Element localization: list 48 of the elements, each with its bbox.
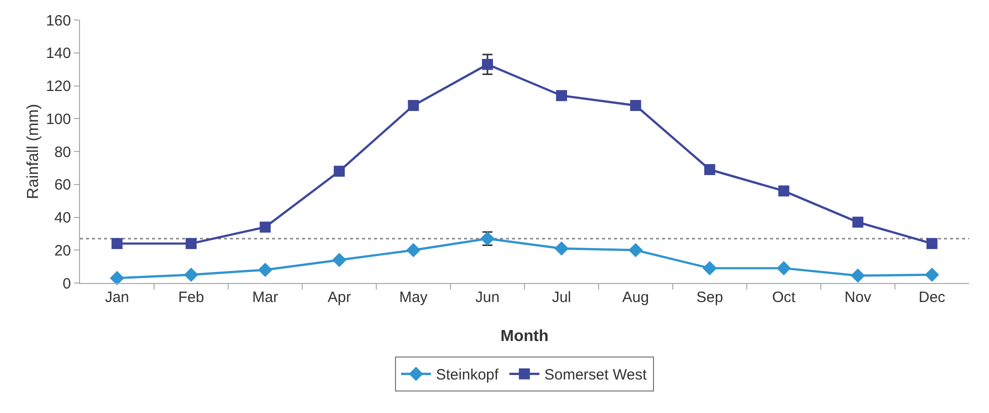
y-tick-label: 160 xyxy=(46,12,71,30)
point xyxy=(482,58,493,70)
point xyxy=(924,268,940,282)
point xyxy=(556,90,568,102)
point xyxy=(332,252,346,268)
point xyxy=(702,261,717,276)
point xyxy=(630,100,642,111)
point xyxy=(704,164,716,176)
x-tick-label: Feb xyxy=(178,289,204,306)
point xyxy=(258,262,272,277)
x-tick-label: Nov xyxy=(844,289,872,306)
y-tick-label: 100 xyxy=(46,110,71,128)
y-tick-label: 20 xyxy=(54,242,71,260)
point xyxy=(926,238,938,250)
point xyxy=(334,166,345,177)
y-axis-title: Rainfall (mm) xyxy=(25,104,42,200)
x-tick-label: Jan xyxy=(104,289,130,306)
x-tick-label: May xyxy=(399,289,428,306)
y-tick-label: 120 xyxy=(46,78,71,95)
x-axis-title: Month xyxy=(500,328,548,345)
y-tick-label: 80 xyxy=(54,144,71,161)
point xyxy=(778,185,790,196)
point xyxy=(852,216,864,228)
point xyxy=(554,241,569,256)
point xyxy=(408,100,419,111)
y-tick-label: 0 xyxy=(62,275,71,292)
point xyxy=(186,238,197,250)
x-tick-label: Jul xyxy=(552,289,572,306)
x-tick-label: Mar xyxy=(252,289,278,306)
point xyxy=(776,261,791,276)
y-tick-label: 40 xyxy=(54,210,71,226)
point xyxy=(850,268,866,283)
x-tick-label: Jun xyxy=(475,289,500,306)
x-tick-label: Sep xyxy=(696,289,724,306)
point xyxy=(112,238,123,250)
point xyxy=(110,270,124,286)
point xyxy=(260,222,271,233)
y-tick-label: 140 xyxy=(46,45,71,62)
x-tick-label: Aug xyxy=(622,289,649,306)
x-tick-label: Oct xyxy=(772,289,796,306)
x-tick-label: Apr xyxy=(328,289,351,306)
y-tick-label: 60 xyxy=(54,176,71,194)
legend-label: Steinkopf xyxy=(436,366,500,384)
point xyxy=(184,268,198,282)
point xyxy=(406,242,421,258)
point xyxy=(628,242,643,258)
legend-label: Somerset West xyxy=(544,366,648,384)
x-tick-label: Dec xyxy=(918,289,946,306)
